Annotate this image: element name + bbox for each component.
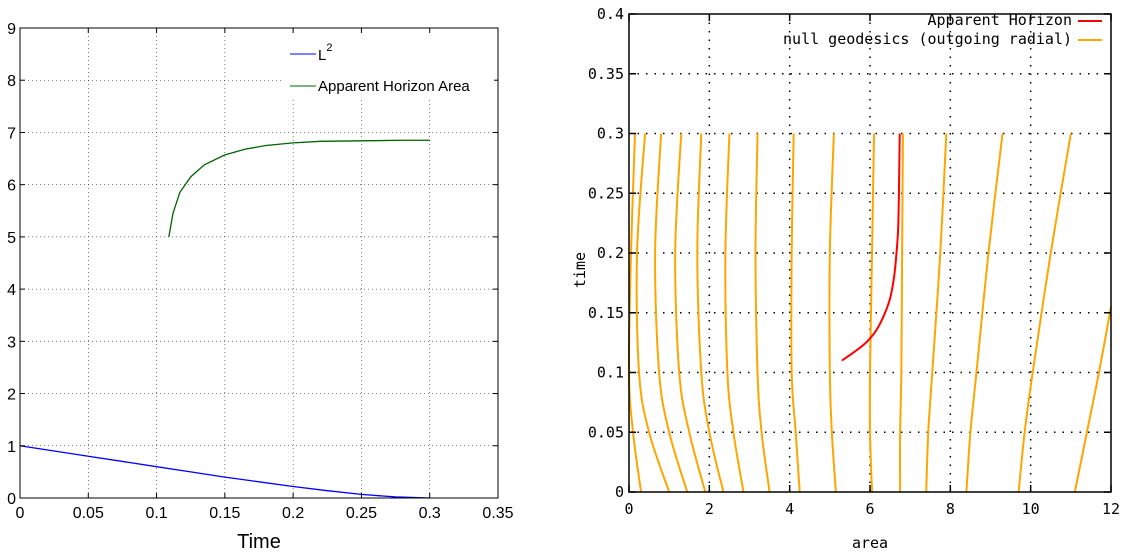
left-plot-background	[20, 28, 498, 498]
null-geodesic-curve-10	[868, 133, 876, 493]
right-xtick-label: 10	[1022, 500, 1040, 518]
right-xlabel: area	[852, 534, 888, 552]
right-horizon	[841, 133, 901, 362]
null-geodesic-curve-6	[724, 133, 745, 493]
right-chart: 0 2 4 6 8 10 12 0 0.05 0.1 0.15 0.2 0.25 0.3 0.35 0.4 a…	[571, 5, 1120, 552]
legend-l2-base: L	[318, 47, 326, 64]
right-geodesics	[627, 133, 1112, 493]
right-ytick-label: 0.25	[588, 184, 624, 202]
right-xtick-label: 6	[865, 500, 874, 518]
right-legend: Apparent Horizon null geodesics (outgoin…	[783, 11, 1102, 48]
legend-l2-superscript: 2	[326, 42, 332, 54]
left-ytick-label: 7	[7, 125, 16, 142]
null-geodesic-curve-2	[635, 133, 671, 493]
apparent-horizon-curve	[841, 133, 901, 362]
right-ylabel: time	[571, 252, 589, 288]
right-xtick-label: 2	[705, 500, 714, 518]
left-xtick-label: 0.1	[145, 505, 167, 522]
left-ytick-label: 3	[7, 334, 16, 351]
right-ytick-label: 0.2	[597, 244, 624, 262]
left-ytick-label: 2	[7, 387, 16, 404]
left-xtick-label: 0.25	[346, 505, 377, 522]
null-geodesic-curve-15	[1073, 306, 1112, 493]
right-ytick-label: 0.35	[588, 65, 624, 83]
left-xlabel: Time	[237, 531, 281, 552]
right-ytick-label: 0.05	[588, 423, 624, 441]
left-chart: 0 0.05 0.1 0.15 0.2 0.25 0.3 0.35 0 1 2 3 4 5 6 7 8 9 Tim…	[7, 21, 514, 552]
null-geodesic-curve-13	[965, 133, 1004, 493]
left-ytick-label: 5	[7, 230, 16, 247]
left-legend: L2 Apparent Horizon Area	[282, 36, 494, 100]
right-ytick-label: 0	[615, 483, 624, 501]
right-xtick-label: 12	[1102, 500, 1120, 518]
null-geodesic-curve-14	[1017, 133, 1072, 493]
null-geodesic-curve-9	[828, 133, 837, 493]
null-geodesic-curve-7	[754, 133, 771, 493]
null-geodesic-curve-8	[790, 133, 801, 493]
legend-apparent-horizon-label: Apparent Horizon	[928, 11, 1073, 29]
legend-horizon-label: Apparent Horizon Area	[318, 78, 470, 95]
right-ticks: 0 2 4 6 8 10 12 0 0.05 0.1 0.15 0.2 0.25 0.3 0.35 0.4	[588, 5, 1120, 518]
left-xtick-label: 0.05	[73, 505, 104, 522]
null-geodesic-curve-5	[696, 133, 725, 493]
left-ytick-label: 9	[7, 21, 16, 38]
left-ytick-label: 8	[7, 73, 16, 90]
legend-null-geodesics-label: null geodesics (outgoing radial)	[783, 30, 1072, 48]
right-grid	[629, 14, 1111, 492]
left-ytick-label: 1	[7, 439, 16, 456]
left-plot-frame	[19, 27, 499, 499]
legend-l2-label: L2	[318, 42, 332, 64]
right-xtick-label: 0	[624, 500, 633, 518]
right-ytick-label: 0.4	[597, 5, 624, 23]
left-xtick-label: 0	[16, 505, 25, 522]
null-geodesic-curve-12	[925, 133, 948, 493]
left-xtick-label: 0.2	[282, 505, 304, 522]
left-ytick-label: 4	[7, 282, 16, 299]
left-xtick-label: 0.3	[419, 505, 441, 522]
null-geodesic-curve-3	[654, 133, 689, 493]
left-legend-box	[282, 36, 494, 100]
left-xtick-label: 0.35	[482, 505, 513, 522]
right-ytick-label: 0.3	[597, 125, 624, 143]
left-series-horizon-area-line	[168, 139, 430, 238]
null-geodesic-curve-4	[674, 133, 707, 493]
right-xtick-label: 4	[785, 500, 794, 518]
right-ytick-label: 0.15	[588, 304, 624, 322]
left-ytick-label: 6	[7, 178, 16, 195]
left-ticks: 0 0.05 0.1 0.15 0.2 0.25 0.3 0.35 0 1 2 3 4 5 6 7 8 9	[7, 21, 514, 522]
right-xtick-label: 8	[946, 500, 955, 518]
left-xtick-label: 0.15	[209, 505, 240, 522]
left-ytick-label: 0	[7, 491, 16, 508]
null-geodesic-curve-11	[899, 133, 904, 493]
right-ytick-label: 0.1	[597, 364, 624, 382]
